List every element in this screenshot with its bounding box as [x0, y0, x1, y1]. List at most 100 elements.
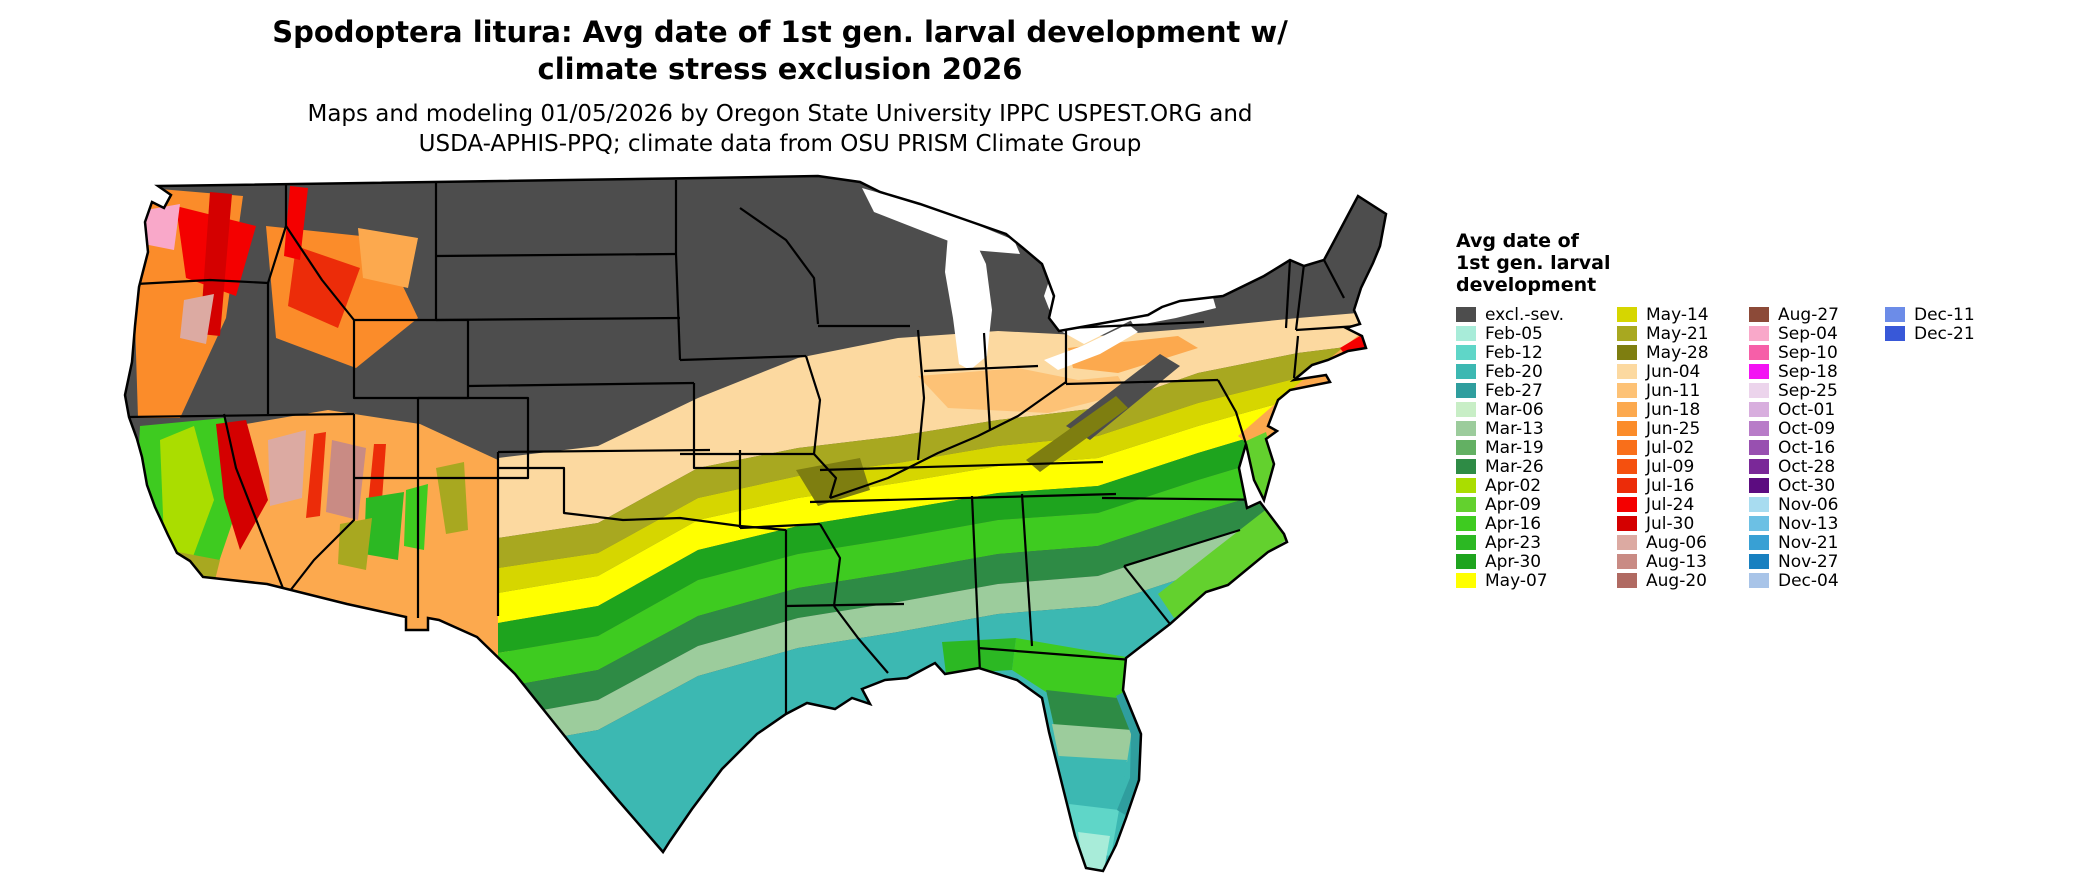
state-border	[692, 452, 740, 470]
legend-title-line-3: development	[1456, 274, 1597, 296]
legend-label: Mar-13	[1485, 418, 1544, 439]
map-band-may21	[498, 338, 1386, 568]
legend-label: May-07	[1485, 570, 1548, 591]
legend-swatch	[1456, 307, 1476, 322]
legend-label: Jun-18	[1646, 399, 1701, 420]
legend-label: Dec-11	[1914, 304, 1975, 325]
map-region-greatbasin-red-1	[306, 432, 326, 518]
lake-erie	[1044, 324, 1138, 370]
state-border	[222, 413, 288, 597]
map-region-coastal-plain-green	[1158, 502, 1286, 618]
legend-label: Jul-09	[1646, 456, 1695, 477]
title-line-2: climate stress exclusion 2026	[537, 52, 1023, 86]
legend-swatch	[1617, 326, 1637, 341]
legend-label: Nov-06	[1778, 494, 1839, 515]
legend-swatch	[1749, 573, 1769, 588]
legend-item-Sep-25: Sep-25	[1749, 381, 1885, 401]
legend-label: Nov-21	[1778, 532, 1839, 553]
state-border	[285, 225, 355, 321]
legend-label: Apr-09	[1485, 494, 1542, 515]
map-region-florida-darkgreen	[1046, 690, 1135, 732]
state-border	[1065, 378, 1219, 386]
legend-swatch	[1456, 345, 1476, 360]
figure-header: Spodoptera litura: Avg date of 1st gen. …	[150, 14, 1410, 159]
map-region-greatbasin-rose-2	[326, 440, 366, 520]
legend-swatch	[1617, 554, 1637, 569]
legend-label: Aug-27	[1778, 304, 1839, 325]
legend-column-1: excl.-sev. Feb-05 Feb-12 Feb-20 Feb-27 Mar-06…	[1456, 305, 1617, 591]
legend-swatch	[1749, 383, 1769, 398]
map-region-pnw-pink-north	[144, 204, 180, 250]
state-border	[977, 646, 1133, 662]
legend-item-excl.-sev.: excl.-sev.	[1456, 305, 1617, 325]
legend-item-Oct-09: Oct-09	[1749, 419, 1885, 439]
legend-item-Nov-06: Nov-06	[1749, 494, 1885, 515]
legend-label: Jul-30	[1646, 513, 1695, 534]
legend-grid: excl.-sev. Feb-05 Feb-12 Feb-20 Feb-27 Mar-06…	[1456, 304, 1995, 591]
map-region-midwest-orange	[918, 368, 1128, 413]
map-region-montana-orange	[358, 228, 418, 288]
lake-superior	[862, 188, 1020, 254]
legend-item-Jun-18: Jun-18	[1617, 399, 1749, 420]
legend-title: Avg date of 1st gen. larval development	[1456, 230, 1995, 296]
legend-item-Apr-30: Apr-30	[1456, 551, 1617, 572]
state-border	[833, 605, 889, 674]
legend-item-Aug-27: Aug-27	[1749, 304, 1885, 325]
legend-item-Jul-09: Jul-09	[1617, 456, 1749, 477]
legend-swatch	[1749, 459, 1769, 474]
legend-item-May-21: May-21	[1617, 324, 1749, 344]
legend-label: Apr-16	[1485, 513, 1542, 534]
state-border	[982, 332, 992, 431]
legend-item-Jun-25: Jun-25	[1617, 419, 1749, 439]
legend-item-Feb-12: Feb-12	[1456, 343, 1617, 363]
legend-title-line-2: 1st gen. larval	[1456, 252, 1611, 274]
legend-swatch	[1617, 535, 1637, 550]
legend-swatch	[1456, 440, 1476, 455]
legend-swatch	[1617, 383, 1637, 398]
legend-column-4: Dec-11 Dec-21	[1885, 305, 1995, 590]
legend-label: Mar-06	[1485, 399, 1544, 420]
legend-item-May-28: May-28	[1617, 342, 1749, 363]
legend-swatch	[1749, 326, 1769, 341]
legend-swatch	[1617, 440, 1637, 455]
figure-subtitle: Maps and modeling 01/05/2026 by Oregon S…	[150, 99, 1410, 159]
legend-item-May-14: May-14	[1617, 304, 1749, 325]
subtitle-line-1: Maps and modeling 01/05/2026 by Oregon S…	[307, 101, 1253, 127]
map-region-arizona-olive	[338, 518, 372, 570]
map-region-maine-red-dot	[1380, 256, 1386, 264]
legend-swatch	[1456, 421, 1476, 436]
legend-swatch	[1456, 554, 1476, 569]
state-border	[916, 329, 926, 461]
legend-label: Aug-20	[1646, 570, 1707, 591]
state-border	[829, 381, 1067, 500]
state-border	[1020, 493, 1034, 647]
state-border	[674, 253, 682, 361]
map-region-florida-seafoam	[1052, 724, 1132, 762]
legend-item-Aug-20: Aug-20	[1617, 570, 1749, 591]
legend-item-Mar-19: Mar-19	[1456, 438, 1617, 458]
legend-swatch	[1885, 326, 1905, 341]
legend-item-Mar-13: Mar-13	[1456, 418, 1617, 439]
legend-swatch	[1456, 402, 1476, 417]
state-border	[739, 522, 821, 530]
legend-label: Sep-04	[1778, 323, 1838, 344]
lake-ontario	[1128, 294, 1216, 326]
legend-item-Jul-30: Jul-30	[1617, 513, 1749, 534]
map-region-central-valley	[160, 426, 214, 570]
state-border	[1123, 565, 1171, 625]
map-region-newmexico-olive	[436, 462, 468, 534]
legend-swatch	[1617, 345, 1637, 360]
legend-item-Aug-13: Aug-13	[1617, 552, 1749, 572]
legend-label: Jun-11	[1646, 380, 1701, 401]
map-band-may07	[498, 383, 1386, 623]
state-border	[1323, 259, 1345, 299]
legend-label: May-28	[1646, 342, 1709, 363]
legend-label: Apr-30	[1485, 551, 1542, 572]
legend-label: May-14	[1646, 304, 1709, 325]
map-region-newmexico-green	[404, 484, 428, 550]
page-title: Spodoptera litura: Avg date of 1st gen. …	[150, 14, 1410, 88]
legend-label: Feb-05	[1485, 323, 1543, 344]
legend-item-Oct-01: Oct-01	[1749, 400, 1885, 420]
legend-swatch	[1617, 459, 1637, 474]
legend-swatch	[1749, 421, 1769, 436]
